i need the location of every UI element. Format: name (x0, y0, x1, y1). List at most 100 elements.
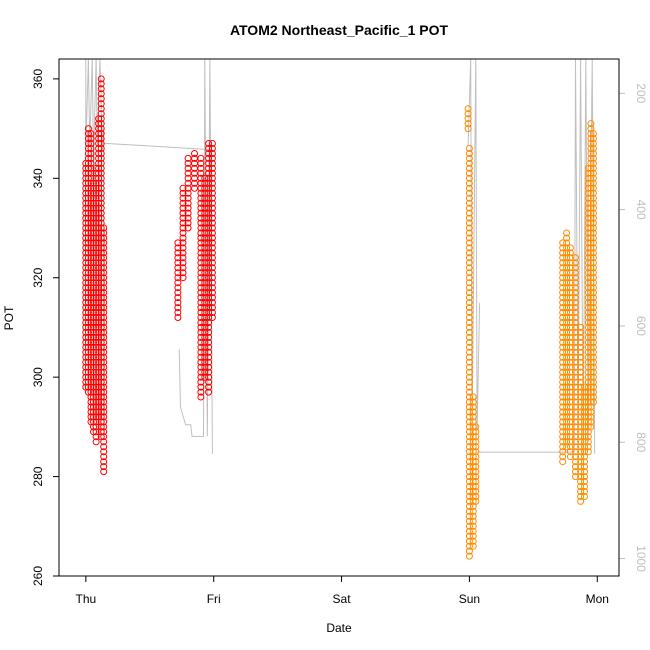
data-point (197, 164, 205, 172)
data-point (572, 254, 579, 262)
data-point (589, 239, 597, 247)
data-point (100, 264, 108, 272)
data-point (465, 264, 473, 272)
data-point (469, 408, 477, 416)
data-point (577, 393, 585, 401)
data-point (208, 274, 216, 282)
data-point (205, 289, 213, 297)
data-point (563, 428, 571, 436)
data-point (559, 433, 567, 441)
data-point (465, 333, 473, 341)
data-point (208, 214, 216, 222)
data-point (559, 274, 567, 282)
data-point (208, 179, 216, 187)
data-point (100, 294, 108, 302)
data-point (205, 378, 213, 386)
pressure-trace (103, 142, 213, 151)
data-point (205, 229, 213, 237)
data-point (201, 224, 209, 232)
data-point (566, 309, 574, 316)
data-point (179, 204, 187, 212)
data-point (581, 433, 588, 441)
data-point (201, 279, 209, 287)
data-point (97, 209, 105, 217)
data-point (201, 294, 209, 302)
data-point (589, 145, 597, 152)
data-point (205, 264, 213, 272)
data-point (589, 338, 597, 346)
data-point (100, 249, 108, 257)
data-point (197, 174, 205, 182)
data-point (100, 368, 108, 376)
data-point (197, 224, 205, 232)
data-point (469, 537, 477, 545)
data-point (589, 135, 597, 142)
data-point (566, 338, 574, 346)
data-point (208, 284, 216, 292)
data-point (465, 343, 473, 351)
data-point (97, 120, 105, 128)
data-point (179, 189, 187, 197)
data-point (179, 194, 187, 202)
data-point (566, 378, 574, 386)
data-point (577, 378, 585, 386)
data-point (100, 274, 108, 282)
data-point (559, 408, 567, 416)
data-point (563, 239, 571, 247)
data-point (205, 358, 213, 366)
data-point (205, 199, 213, 207)
data-point (563, 294, 571, 302)
data-point (563, 413, 571, 421)
data-point (587, 413, 595, 421)
data-point (566, 448, 574, 456)
data-point (201, 204, 209, 212)
data-point (208, 184, 216, 192)
data-point (205, 269, 213, 277)
data-point (572, 289, 579, 297)
data-point (205, 368, 213, 376)
data-point (559, 448, 567, 456)
data-point (197, 214, 205, 222)
data-point (208, 199, 216, 207)
data-point (205, 314, 213, 321)
data-point (208, 224, 216, 232)
data-point (97, 140, 105, 147)
data-point (197, 368, 205, 376)
data-point (97, 80, 105, 88)
data-point (201, 244, 209, 252)
data-point (589, 373, 597, 381)
data-point (174, 279, 182, 287)
data-point (465, 274, 473, 282)
data-point (563, 368, 571, 376)
data-point (589, 219, 597, 227)
data-point (472, 468, 480, 476)
data-point (197, 209, 205, 217)
data-point (469, 398, 477, 406)
data-point (577, 453, 585, 461)
data-point (559, 309, 567, 316)
data-point (559, 264, 567, 272)
data-point (197, 333, 205, 341)
data-point (465, 259, 473, 267)
data-point (197, 249, 205, 257)
data-point (563, 443, 571, 451)
data-point (205, 194, 213, 202)
data-point (563, 269, 571, 277)
data-point (469, 507, 477, 515)
data-point (577, 398, 585, 406)
data-point (97, 125, 105, 133)
data-point (559, 314, 567, 321)
data-point (179, 264, 187, 272)
data-point (465, 150, 473, 157)
data-point (581, 463, 588, 471)
data-point (559, 294, 567, 302)
data-point (566, 294, 574, 302)
data-point (566, 264, 574, 272)
data-point (589, 249, 597, 257)
data-point (572, 428, 579, 436)
data-point (197, 269, 205, 277)
data-point (465, 353, 473, 361)
data-point (208, 239, 216, 247)
data-point (566, 249, 574, 257)
